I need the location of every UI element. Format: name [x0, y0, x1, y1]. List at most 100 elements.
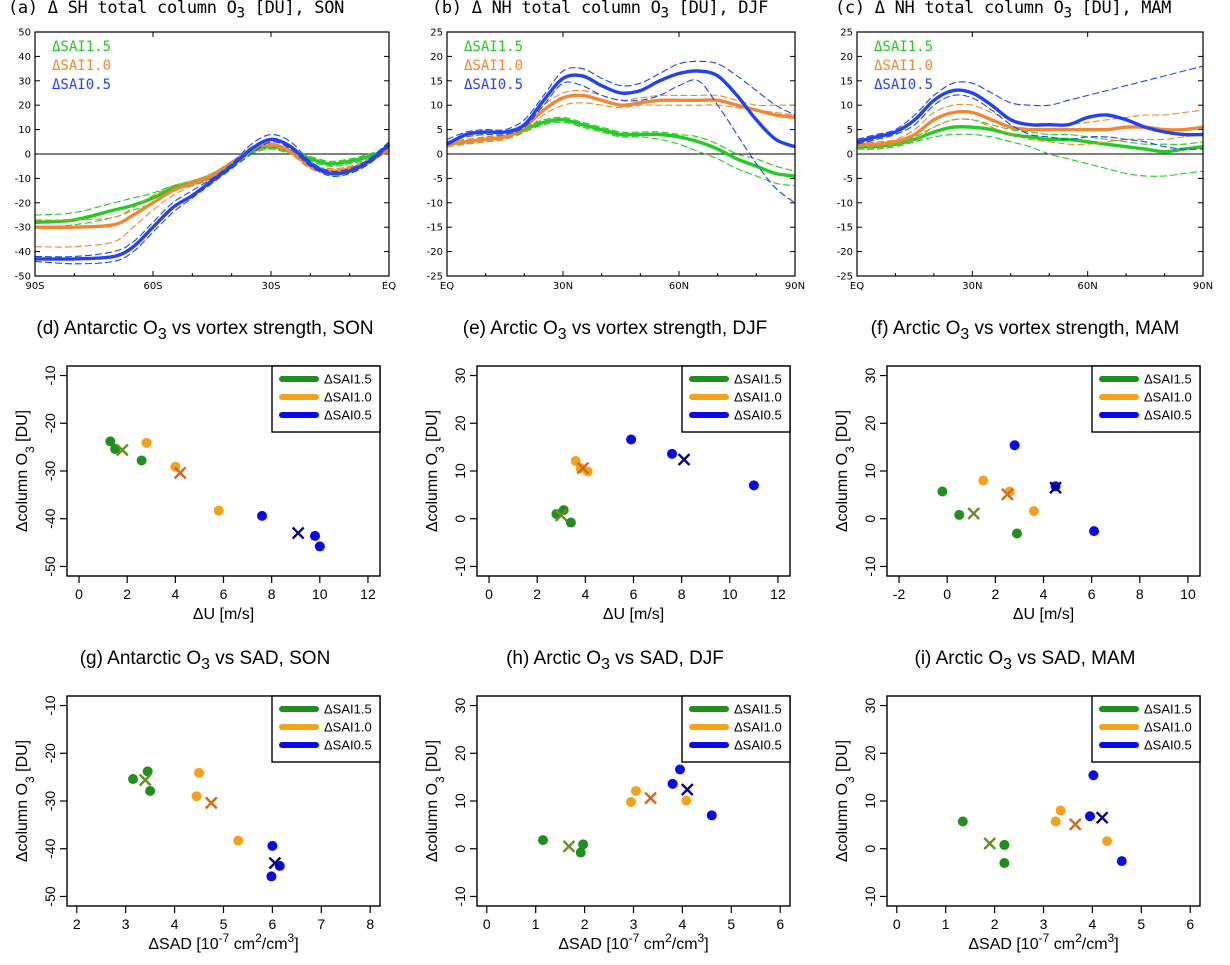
data-point-sai1-5: [145, 785, 156, 796]
x-tick-label: 8: [1136, 586, 1144, 602]
mean-line-sai1-5: [856, 124, 1204, 154]
x-tick-label: 0: [485, 586, 493, 602]
chart-svg-a: -50 -40 -30 -20 -10 0 10 20 30 40 50 90S 60S 30S EQ ΔSA…: [15, 28, 397, 293]
x-axis-label-part: cm: [639, 936, 665, 953]
mean-marker-stroke: [1049, 481, 1062, 495]
x-tick-label: 4: [171, 586, 179, 602]
data-point-sai0-5: [266, 871, 277, 882]
member-line-sai1-5: [856, 118, 1204, 145]
mean-marker-stroke: [268, 856, 282, 870]
x-tick-label: 2: [123, 586, 131, 602]
x-tick-label: 0: [943, 586, 951, 602]
data-point-sai0-5: [667, 778, 678, 789]
member-line-sai0-5: [446, 79, 796, 204]
data-point-sai1-0: [1102, 836, 1113, 847]
x-axis-label-part: 3: [1108, 931, 1115, 945]
y-tick-label: 20: [452, 745, 468, 761]
y-axis-label-part: Δcolumn O: [834, 453, 851, 532]
legend-label: ΔSAI1.5: [324, 702, 372, 717]
y-tick-label: 25: [430, 28, 443, 39]
chart-panel-f: (f) Arctic O3 vs vortex strength, MAM -2…: [820, 318, 1230, 638]
data-point-sai1-5: [142, 766, 153, 777]
y-tick-label: -15: [837, 223, 853, 234]
x-tick-label: EQ: [440, 281, 454, 292]
chart-panel-b: (b) Δ NH total column O3 [DU], DJF -25 -2…: [410, 0, 820, 300]
data-point-sai0-5: [314, 541, 325, 552]
y-tick-label: 15: [430, 76, 443, 87]
x-tick-label: 30N: [553, 281, 573, 292]
y-axis-label-part: Δcolumn O: [424, 453, 441, 532]
member-line-sai1-0: [856, 118, 1204, 148]
legend-label: ΔSAI0.5: [324, 738, 372, 753]
mean-marker-stroke: [967, 507, 981, 520]
x-tick-label: 1: [942, 916, 950, 932]
mean-line-sai0-5: [446, 69, 796, 149]
x-tick-label: 1: [532, 916, 540, 932]
x-tick-label: EQ: [382, 281, 396, 292]
mean-marker-sai1-5: [116, 443, 129, 457]
mean-line-sai0-5: [856, 88, 1204, 144]
x-tick-label: 0: [893, 916, 901, 932]
legend-label: ΔSAI1.0: [52, 58, 111, 74]
mean-marker-stroke: [680, 783, 694, 796]
data-point-sai1-5: [558, 505, 569, 516]
legend-label: ΔSAI0.5: [1144, 738, 1192, 753]
data-point-sai0-5: [1089, 526, 1100, 537]
y-tick-label: -10: [862, 886, 878, 906]
data-point-sai1-0: [978, 475, 989, 486]
y-tick-label: -5: [843, 174, 853, 185]
x-axis-label-part: ]: [704, 936, 708, 953]
member-line-sai0-5: [34, 133, 390, 258]
x-tick-label: 4: [1040, 586, 1048, 602]
data-point-sai0-5: [1116, 856, 1127, 867]
member-line-sai1-5: [34, 148, 390, 228]
mean-marker-stroke: [138, 773, 152, 787]
y-tick-label: -40: [42, 508, 58, 528]
x-axis-label-part: /cm: [672, 936, 698, 953]
legend-label: ΔSAI1.0: [734, 390, 782, 405]
x-tick-label: 2: [73, 916, 81, 932]
y-tick-label: -40: [42, 838, 58, 858]
legend-label: ΔSAI0.5: [324, 408, 372, 423]
x-tick-label: 7: [317, 916, 325, 932]
member-line-sai0-5: [856, 65, 1204, 140]
y-axis-label-part: [DU]: [834, 740, 851, 776]
legend-label: ΔSAI1.5: [734, 702, 782, 717]
y-tick-label: 50: [18, 28, 31, 39]
mean-marker-sai1-5: [138, 773, 152, 787]
y-axis-label-part: 3: [843, 446, 857, 453]
x-tick-label: 90S: [25, 281, 44, 292]
x-tick-label: 10: [312, 586, 328, 602]
legend-label: ΔSAI1.5: [1144, 372, 1192, 387]
plot-frame: [34, 31, 390, 277]
x-tick-label: 6: [630, 586, 638, 602]
legend-label: ΔSAI0.5: [52, 77, 111, 93]
y-tick-label: 10: [840, 101, 853, 112]
mean-marker-sai0-5: [268, 856, 282, 870]
y-axis-label-part: [DU]: [424, 740, 441, 776]
y-tick-label: 30: [452, 698, 468, 714]
y-tick-label: -10: [452, 886, 468, 906]
x-tick-label: 0: [75, 586, 83, 602]
data-point-sai1-5: [999, 858, 1010, 869]
chart-panel-a: (a) Δ SH total column O3 [DU], SON -50 -4…: [0, 0, 410, 300]
data-point-sai1-5: [937, 486, 948, 497]
x-tick-label: 4: [581, 586, 589, 602]
x-tick-label: 60S: [143, 281, 162, 292]
x-axis-label-part: -7: [1039, 931, 1050, 945]
x-tick-label: 12: [770, 586, 786, 602]
x-axis-label-part: ]: [1114, 936, 1118, 953]
x-tick-label: 6: [269, 916, 277, 932]
y-tick-label: 0: [862, 515, 878, 523]
mean-line-sai1-5: [34, 144, 390, 224]
chart-title-g: (g) Antarctic O3 vs SAD, SON: [79, 648, 331, 673]
y-tick-label: -30: [42, 791, 58, 811]
y-tick-label: -10: [427, 198, 443, 209]
chart-panel-c: (c) Δ NH total column O3 [DU], MAM -25 -2…: [820, 0, 1230, 300]
mean-line-sai1-0: [446, 93, 796, 146]
y-axis-label: Δcolumn O3 [DU]: [424, 410, 447, 532]
y-tick-label: 20: [430, 52, 443, 63]
